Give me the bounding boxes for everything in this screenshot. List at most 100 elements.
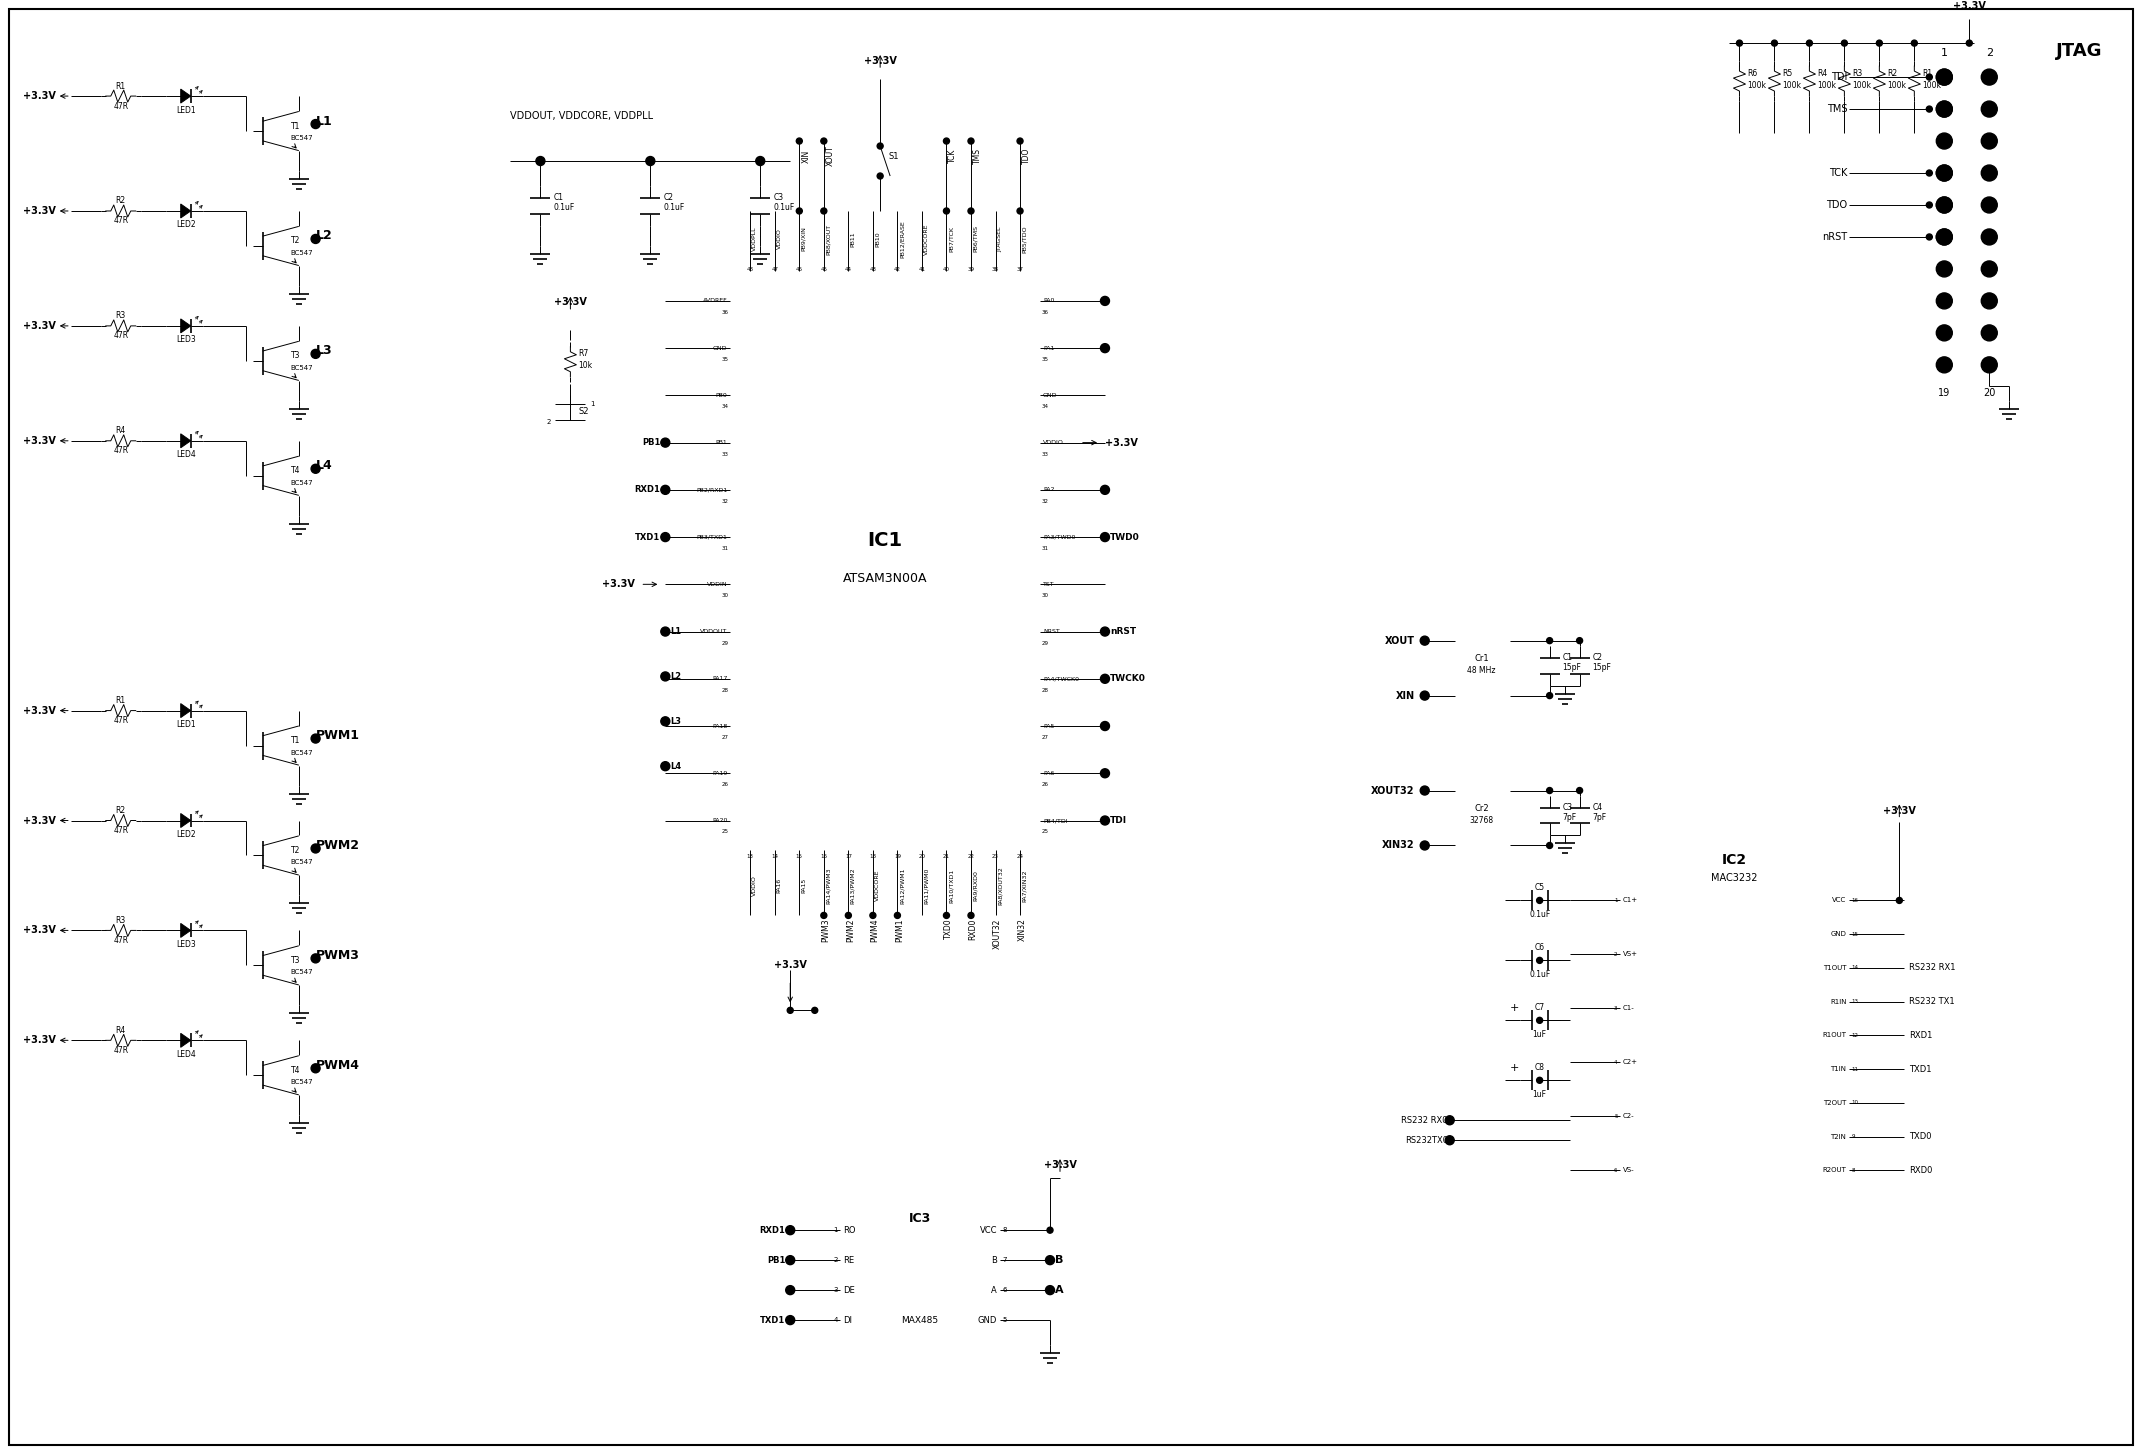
Text: PWM3: PWM3 xyxy=(820,918,831,942)
Text: VS-: VS- xyxy=(1621,1167,1634,1173)
Text: L2: L2 xyxy=(315,230,332,243)
Text: 18: 18 xyxy=(870,854,876,860)
Text: RS232 RX0: RS232 RX0 xyxy=(1401,1116,1448,1125)
Circle shape xyxy=(1446,1116,1454,1125)
Text: BC547: BC547 xyxy=(291,750,313,756)
Text: PWM4: PWM4 xyxy=(870,918,880,942)
Circle shape xyxy=(1981,262,1996,278)
Text: 22: 22 xyxy=(968,854,975,860)
Text: 11: 11 xyxy=(1851,1067,1859,1071)
Circle shape xyxy=(1547,638,1553,644)
Text: +3.3V: +3.3V xyxy=(1043,1161,1077,1170)
Text: BC547: BC547 xyxy=(291,479,313,485)
Text: 0.1uF: 0.1uF xyxy=(1529,971,1551,979)
Text: 47R: 47R xyxy=(114,216,129,225)
Text: PWM2: PWM2 xyxy=(315,838,360,851)
Circle shape xyxy=(1936,134,1951,150)
Text: +3.3V: +3.3V xyxy=(24,206,56,216)
Text: 32: 32 xyxy=(1041,498,1050,504)
Text: IC3: IC3 xyxy=(908,1212,932,1225)
Text: 9: 9 xyxy=(1851,1133,1855,1139)
Circle shape xyxy=(1936,166,1951,182)
Text: VDDOUT, VDDCORE, VDDPLL: VDDOUT, VDDCORE, VDDPLL xyxy=(510,110,653,121)
Text: L1: L1 xyxy=(670,628,681,636)
Text: BC547: BC547 xyxy=(291,860,313,866)
Polygon shape xyxy=(180,703,191,718)
Text: PB11: PB11 xyxy=(850,231,855,247)
Text: 29: 29 xyxy=(1041,641,1050,645)
Text: 27: 27 xyxy=(722,735,728,740)
Text: RXD1: RXD1 xyxy=(634,485,660,494)
Text: L4: L4 xyxy=(315,459,332,472)
Text: TDI: TDI xyxy=(1110,817,1127,825)
Text: 31: 31 xyxy=(722,546,728,551)
Text: L2: L2 xyxy=(670,671,681,681)
Circle shape xyxy=(745,285,773,312)
Circle shape xyxy=(1547,788,1553,793)
Text: 41: 41 xyxy=(919,267,925,272)
Circle shape xyxy=(662,533,670,542)
Text: S1: S1 xyxy=(889,151,900,160)
Text: 14: 14 xyxy=(1851,965,1859,971)
Text: TST: TST xyxy=(1043,581,1054,587)
Circle shape xyxy=(1806,41,1812,46)
Text: BC547: BC547 xyxy=(291,365,313,371)
Text: 21: 21 xyxy=(942,854,949,860)
Text: 20: 20 xyxy=(919,854,925,860)
Text: 47R: 47R xyxy=(114,331,129,340)
Text: XIN: XIN xyxy=(1397,690,1414,700)
Circle shape xyxy=(788,1007,793,1013)
Circle shape xyxy=(1047,1228,1054,1234)
Text: XOUT: XOUT xyxy=(1384,635,1414,645)
Text: R2OUT: R2OUT xyxy=(1823,1167,1846,1173)
Text: 40: 40 xyxy=(942,267,949,272)
Text: PA7/XIN32: PA7/XIN32 xyxy=(1022,869,1026,902)
Text: PB10: PB10 xyxy=(874,231,880,247)
Circle shape xyxy=(1577,788,1583,793)
Text: RXD0: RXD0 xyxy=(1909,1165,1932,1174)
Text: LED1: LED1 xyxy=(176,721,195,729)
Text: TXD0: TXD0 xyxy=(1909,1132,1932,1141)
Text: GND: GND xyxy=(977,1315,996,1325)
Text: 33: 33 xyxy=(722,452,728,456)
Text: R1IN: R1IN xyxy=(1829,998,1846,1004)
Text: 8: 8 xyxy=(1002,1228,1007,1234)
Text: 29: 29 xyxy=(722,641,728,645)
Text: L1: L1 xyxy=(315,115,332,128)
Text: R7: R7 xyxy=(578,349,589,359)
Circle shape xyxy=(662,485,670,494)
Text: 46: 46 xyxy=(797,267,803,272)
Circle shape xyxy=(647,157,655,166)
Circle shape xyxy=(662,439,670,448)
Circle shape xyxy=(1017,138,1024,144)
Text: 34: 34 xyxy=(1041,404,1050,410)
Text: 19: 19 xyxy=(1939,388,1951,398)
Text: PB0: PB0 xyxy=(715,392,728,398)
Text: 1: 1 xyxy=(1615,898,1617,902)
Circle shape xyxy=(786,1255,795,1264)
Text: VDDOUT: VDDOUT xyxy=(700,629,728,634)
Text: 7: 7 xyxy=(1002,1257,1007,1263)
Text: 43: 43 xyxy=(870,267,876,272)
Bar xyxy=(840,1200,1000,1329)
Text: +3.3V: +3.3V xyxy=(24,815,56,825)
Circle shape xyxy=(797,138,803,144)
Bar xyxy=(1619,840,1849,1170)
Text: C5: C5 xyxy=(1534,883,1544,892)
Text: VCC: VCC xyxy=(1831,898,1846,904)
Text: +: + xyxy=(1510,1064,1519,1074)
Text: NRST: NRST xyxy=(1043,629,1060,634)
Text: 36: 36 xyxy=(1041,309,1050,315)
Text: PA1: PA1 xyxy=(1043,346,1054,350)
Circle shape xyxy=(1936,166,1951,182)
Circle shape xyxy=(820,912,827,918)
Text: PA14/PWM3: PA14/PWM3 xyxy=(827,867,831,904)
Circle shape xyxy=(1017,208,1024,214)
Circle shape xyxy=(1936,102,1951,118)
Text: 32768: 32768 xyxy=(1469,817,1493,825)
Text: XIN: XIN xyxy=(801,150,810,163)
Text: +3.3V: +3.3V xyxy=(24,706,56,715)
Text: 1: 1 xyxy=(591,401,595,407)
Text: C8: C8 xyxy=(1534,1062,1544,1072)
Text: 100k: 100k xyxy=(1921,80,1941,90)
